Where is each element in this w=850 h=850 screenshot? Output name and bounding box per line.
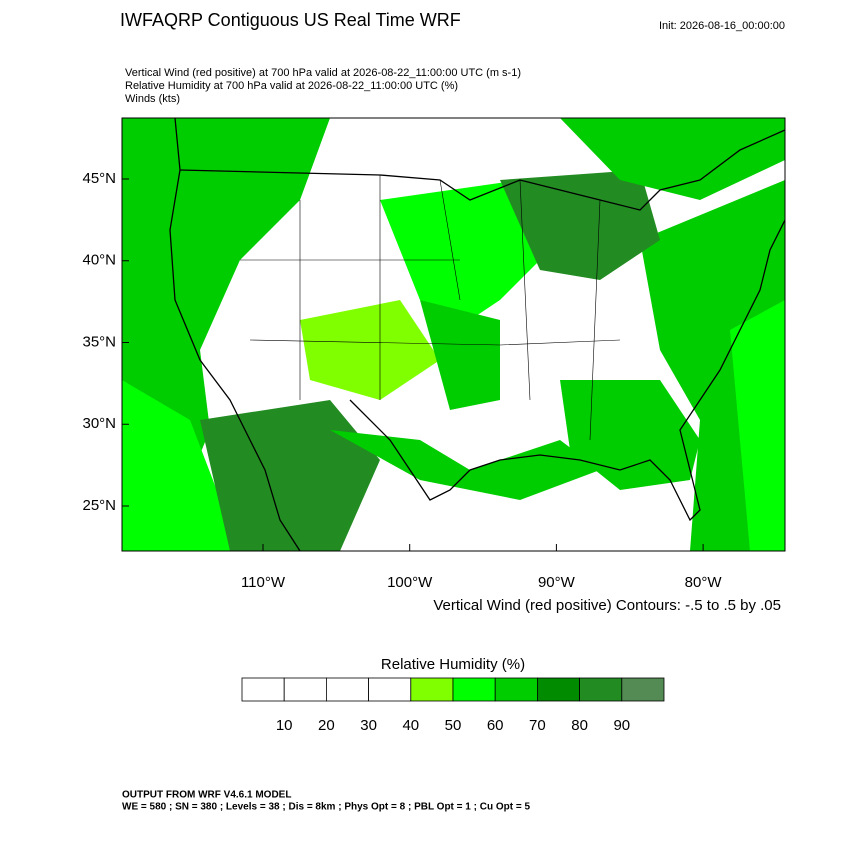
humidity-field bbox=[122, 118, 785, 551]
map-frame bbox=[121, 117, 786, 552]
field-line: Winds (kts) bbox=[125, 93, 180, 105]
colorbar-box bbox=[325, 677, 369, 702]
colorbar-label: 80 bbox=[571, 717, 588, 734]
colorbar-box bbox=[621, 677, 665, 702]
lat-label: 25°N bbox=[82, 497, 116, 514]
colorbar-box bbox=[537, 677, 581, 702]
colorbar-box bbox=[494, 677, 538, 702]
lat-label: 45°N bbox=[82, 170, 116, 187]
field-line: Relative Humidity at 700 hPa valid at 20… bbox=[125, 80, 458, 92]
lat-label: 40°N bbox=[82, 252, 116, 269]
colorbar-title: Relative Humidity (%) bbox=[381, 656, 525, 673]
footer-line: OUTPUT FROM WRF V4.6.1 MODEL bbox=[122, 790, 291, 801]
colorbar-label: 30 bbox=[360, 717, 377, 734]
lat-label: 35°N bbox=[82, 333, 116, 350]
field-line: Vertical Wind (red positive) at 700 hPa … bbox=[125, 67, 521, 79]
init-time: Init: 2026-08-16_00:00:00 bbox=[659, 20, 785, 32]
contour-note: Vertical Wind (red positive) Contours: -… bbox=[433, 597, 781, 614]
colorbar-box bbox=[368, 677, 412, 702]
lon-label: 80°W bbox=[685, 574, 723, 591]
colorbar-box bbox=[452, 677, 496, 702]
colorbar-box bbox=[241, 677, 285, 702]
lon-label: 90°W bbox=[538, 574, 576, 591]
colorbar-label: 90 bbox=[613, 717, 630, 734]
colorbar-label: 50 bbox=[445, 717, 462, 734]
title: IWFAQRP Contiguous US Real Time WRF bbox=[120, 10, 461, 30]
colorbar-box bbox=[579, 677, 623, 702]
footer-line: WE = 580 ; SN = 380 ; Levels = 38 ; Dis … bbox=[122, 802, 530, 813]
colorbar-label: 60 bbox=[487, 717, 504, 734]
colorbar-label: 40 bbox=[402, 717, 419, 734]
lon-label: 110°W bbox=[241, 574, 286, 591]
map bbox=[121, 117, 786, 552]
colorbar-label: 10 bbox=[276, 717, 293, 734]
colorbar-box bbox=[283, 677, 327, 702]
lat-label: 30°N bbox=[82, 415, 116, 432]
lon-label: 100°W bbox=[387, 574, 433, 591]
colorbar-box bbox=[410, 677, 454, 702]
colorbar-label: 20 bbox=[318, 717, 335, 734]
coastline bbox=[169, 118, 785, 551]
colorbar-label: 70 bbox=[529, 717, 546, 734]
